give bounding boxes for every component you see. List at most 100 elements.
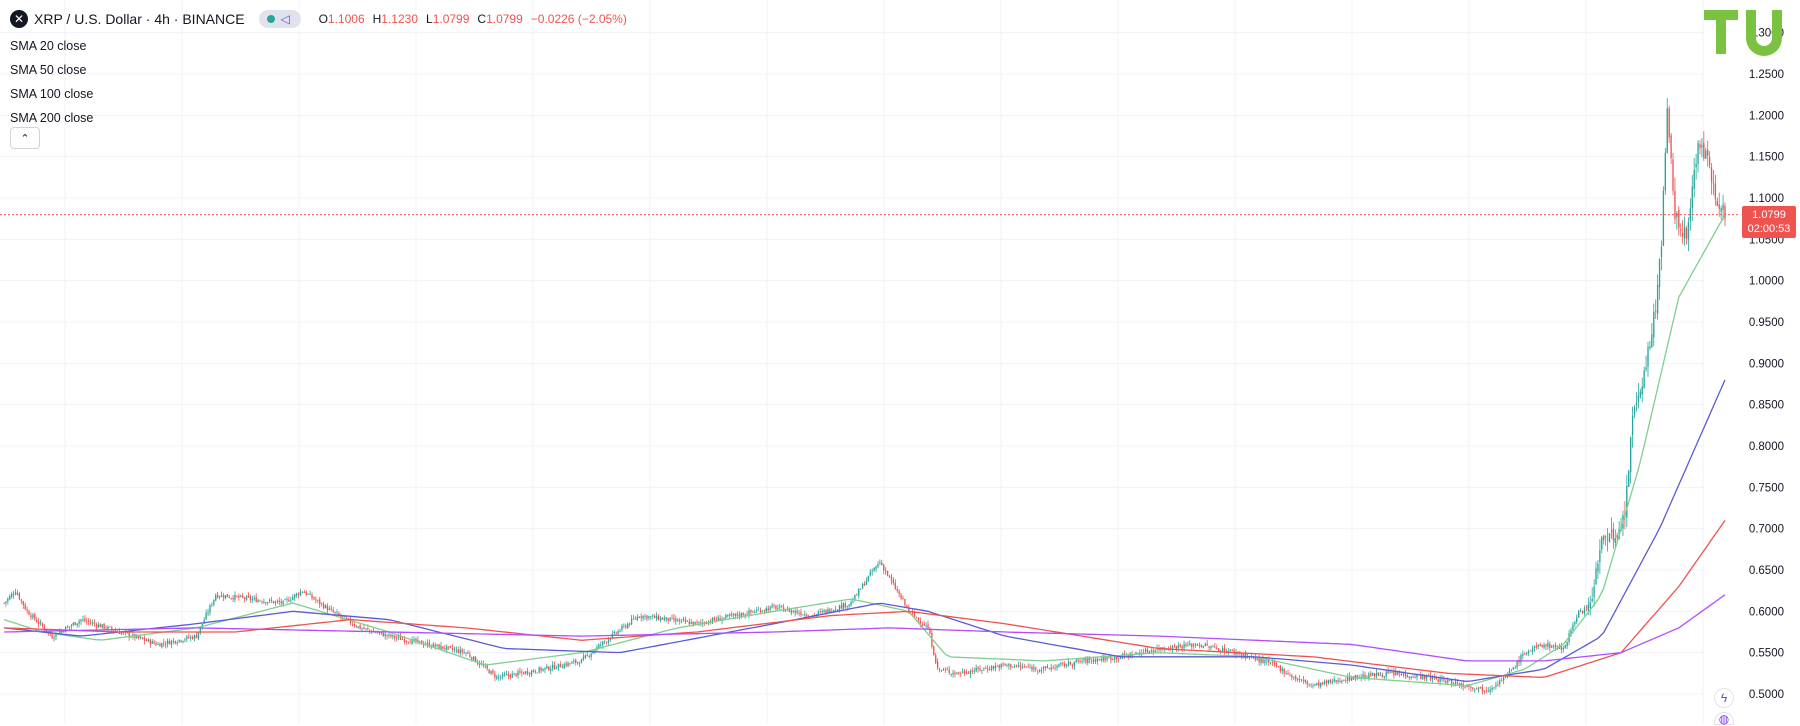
candle-body bbox=[426, 642, 429, 645]
candle-body bbox=[1460, 683, 1462, 686]
candle-body bbox=[1064, 663, 1066, 667]
candle-body bbox=[942, 669, 945, 670]
candle-body bbox=[496, 676, 498, 679]
candle-body bbox=[140, 637, 142, 639]
globe-icon[interactable]: ◍ bbox=[1714, 712, 1734, 726]
candle-body bbox=[677, 619, 679, 622]
indicator-sma20[interactable]: SMA 20 close bbox=[10, 39, 87, 53]
candle-body bbox=[1179, 644, 1181, 647]
candle-body bbox=[1720, 208, 1722, 212]
candle-body bbox=[725, 615, 727, 619]
candle-body bbox=[1601, 537, 1603, 550]
candle-body bbox=[1410, 677, 1412, 679]
candle-body bbox=[1691, 186, 1693, 209]
candle-body bbox=[1347, 676, 1349, 681]
candle-body bbox=[1270, 662, 1272, 664]
candle-body bbox=[890, 576, 893, 581]
candle-body bbox=[319, 599, 321, 605]
candle-body bbox=[1398, 673, 1401, 675]
candle-body bbox=[1069, 662, 1072, 665]
candle-body bbox=[1508, 670, 1511, 675]
candle-body bbox=[1094, 659, 1097, 662]
candle-body bbox=[1027, 666, 1029, 668]
candle-body bbox=[652, 615, 654, 617]
candle-body bbox=[1004, 663, 1006, 665]
candle-body bbox=[301, 591, 304, 593]
candle-body bbox=[1040, 669, 1043, 671]
candle-body bbox=[806, 614, 808, 616]
candle-body bbox=[490, 670, 492, 675]
candle-body bbox=[494, 673, 496, 678]
indicator-sma50[interactable]: SMA 50 close bbox=[10, 63, 87, 77]
indicator-sma100[interactable]: SMA 100 close bbox=[10, 87, 94, 101]
candle-body bbox=[1514, 667, 1516, 668]
lightning-icon[interactable]: ϟ bbox=[1714, 688, 1734, 708]
indicator-sma200[interactable]: SMA 200 close bbox=[10, 111, 94, 125]
candle-body bbox=[759, 610, 762, 613]
candle-body bbox=[367, 628, 369, 630]
candle-body bbox=[61, 630, 63, 633]
candle-body bbox=[769, 606, 771, 610]
candle-body bbox=[1656, 284, 1659, 315]
candle-body bbox=[729, 614, 731, 616]
candle-body bbox=[344, 616, 346, 618]
sma200-line bbox=[3, 594, 1726, 662]
candle-body bbox=[692, 621, 694, 625]
candle-body bbox=[1208, 646, 1210, 648]
candle-body bbox=[621, 626, 623, 630]
candle-body bbox=[963, 670, 966, 674]
candle-body bbox=[226, 594, 228, 598]
candle-body bbox=[93, 622, 96, 624]
candle-body bbox=[274, 601, 277, 603]
candle-body bbox=[1649, 346, 1651, 349]
candle-body bbox=[1356, 675, 1358, 678]
candle-body bbox=[195, 635, 198, 639]
chart-title[interactable]: XRP / U.S. Dollar · 4h · BINANCE bbox=[34, 11, 245, 27]
candle-body bbox=[1447, 680, 1449, 683]
candle-body bbox=[1202, 646, 1204, 648]
candle-body bbox=[1445, 680, 1447, 683]
candle-body bbox=[908, 608, 910, 613]
candle-body bbox=[499, 676, 502, 678]
candle-body bbox=[138, 635, 140, 638]
candle-body bbox=[421, 640, 423, 645]
candle-body bbox=[571, 661, 573, 664]
candle-body bbox=[992, 666, 995, 669]
x-logo-icon[interactable]: ✕ bbox=[10, 10, 28, 28]
y-tick-label: 0.9500 bbox=[1749, 317, 1784, 329]
candle-body bbox=[180, 640, 182, 642]
candle-body bbox=[1279, 665, 1281, 672]
candle-body bbox=[1468, 685, 1470, 687]
candle-body bbox=[168, 640, 171, 645]
candle-body bbox=[1052, 666, 1054, 668]
candle-body bbox=[1643, 370, 1645, 389]
chevron-up-icon: ⌃ bbox=[20, 132, 30, 145]
collapse-indicators-button[interactable]: ⌃ bbox=[10, 127, 40, 149]
candle-body bbox=[413, 639, 415, 640]
candle-body bbox=[324, 605, 327, 609]
candle-body bbox=[734, 613, 737, 616]
status-pill[interactable]: ◁ bbox=[258, 10, 301, 28]
candle-body bbox=[1535, 645, 1538, 648]
candle-body bbox=[711, 618, 714, 624]
candle-body bbox=[1006, 665, 1008, 667]
candle-body bbox=[732, 613, 735, 616]
candle-body bbox=[615, 632, 617, 634]
candle-body bbox=[498, 676, 500, 678]
candle-body bbox=[1343, 680, 1345, 682]
candle-body bbox=[501, 674, 504, 677]
candle-body bbox=[486, 665, 488, 669]
candle-body bbox=[863, 583, 866, 586]
candle-body bbox=[32, 614, 34, 618]
candle-body bbox=[1437, 679, 1439, 682]
candle-body bbox=[661, 617, 664, 620]
candle-body bbox=[409, 642, 411, 644]
candle-body bbox=[1422, 675, 1424, 680]
candle-body bbox=[303, 592, 305, 593]
candle-body bbox=[1266, 660, 1268, 662]
candle-body bbox=[665, 617, 667, 620]
candle-body bbox=[190, 636, 192, 639]
candle-body bbox=[59, 631, 61, 634]
candle-body bbox=[940, 670, 943, 671]
